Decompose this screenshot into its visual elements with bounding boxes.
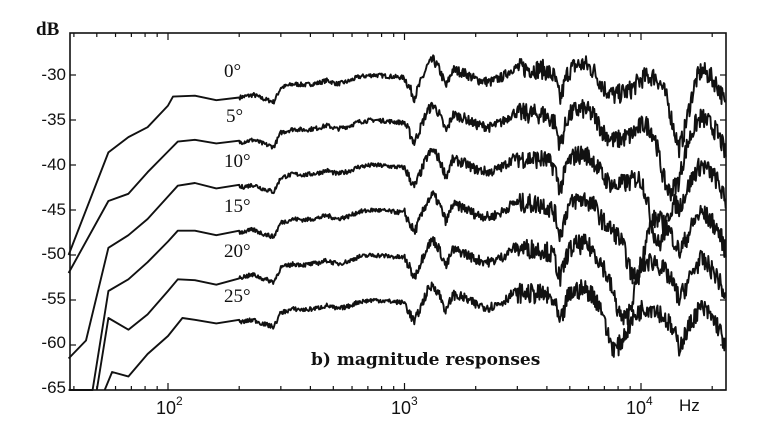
curve-15deg — [68, 190, 727, 391]
curve-label-20deg: 20° — [224, 241, 251, 262]
x-tick-label-100: 102 — [156, 394, 183, 418]
curve-5deg — [67, 99, 727, 274]
plot-frame — [69, 32, 727, 391]
chart-caption: b) magnitude responses — [311, 350, 541, 370]
y-tick-label: -40 — [41, 155, 66, 174]
curve-0deg — [67, 54, 727, 256]
curve-label-25deg: 25° — [224, 286, 251, 307]
y-axis-unit: dB — [36, 19, 60, 40]
curve-20deg — [95, 233, 727, 391]
y-tick-label: -65 — [41, 378, 66, 397]
x-tick-label-10000: 104 — [626, 394, 653, 418]
y-tick-label: -45 — [41, 200, 66, 219]
curve-label-5deg: 5° — [226, 106, 244, 127]
x-axis-unit: Hz — [679, 396, 700, 415]
y-tick-label: -60 — [41, 333, 66, 352]
curve-label-0deg: 0° — [224, 61, 242, 82]
curves — [67, 54, 727, 391]
curve-25deg — [103, 279, 727, 391]
y-tick-label: -50 — [41, 244, 66, 263]
x-tick-label-1000: 103 — [391, 394, 418, 418]
y-tick-label: -55 — [41, 289, 66, 308]
curve-label-10deg: 10° — [224, 151, 251, 172]
y-tick-label: -30 — [41, 65, 66, 84]
curve-10deg — [67, 145, 727, 360]
curve-label-15deg: 15° — [224, 196, 251, 217]
y-tick-label: -35 — [41, 110, 66, 129]
